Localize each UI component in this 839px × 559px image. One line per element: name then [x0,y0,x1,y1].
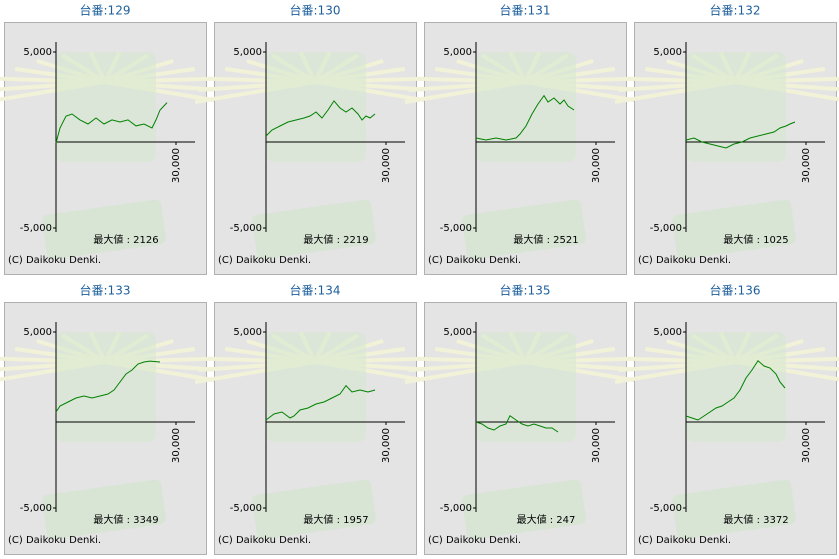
decor-box [686,52,786,162]
decor-tray [252,479,376,540]
x-tick-label: 30,000 [171,148,182,183]
chart-title: 台番:134 [290,283,341,298]
y-tick-label: -5,000 [650,223,682,234]
y-tick-label: 5,000 [233,327,262,338]
copyright: (C) Daikoku Denki. [428,255,521,266]
x-tick-label: 30,000 [591,428,602,463]
y-tick-label: 5,000 [443,47,472,58]
max-value-label: 最大値 : 2219 [303,233,368,246]
max-value-label: 最大値 : 1025 [723,233,788,246]
x-tick-label: 30,000 [801,428,812,463]
decor-box [686,332,786,442]
copyright: (C) Daikoku Denki. [218,535,311,546]
decor-tray [462,479,586,540]
x-tick-label: 30,000 [591,148,602,183]
x-tick-label: 30,000 [381,428,392,463]
decor-box [56,52,156,162]
copyright: (C) Daikoku Denki. [218,255,311,266]
y-tick-label: -5,000 [440,503,472,514]
y-tick-label: -5,000 [230,503,262,514]
data-line [685,121,796,149]
y-tick-label: -5,000 [20,223,52,234]
max-value-label: 最大値 : 3372 [723,513,788,526]
chart-title: 台番:131 [500,3,551,18]
y-tick-label: -5,000 [20,503,52,514]
y-tick-label: -5,000 [650,503,682,514]
copyright: (C) Daikoku Denki. [8,255,101,266]
data-line [475,94,575,141]
y-tick-label: -5,000 [230,223,262,234]
y-tick-label: 5,000 [653,47,682,58]
x-tick-label: 30,000 [171,428,182,463]
y-tick-label: -5,000 [440,223,472,234]
decor-box [266,332,366,442]
decor-tray [672,479,796,540]
copyright: (C) Daikoku Denki. [638,255,731,266]
data-line [55,102,168,144]
decor-box [476,52,576,162]
copyright: (C) Daikoku Denki. [428,535,521,546]
decor-tray [672,199,796,260]
y-tick-label: 5,000 [653,327,682,338]
decor-tray [42,199,166,260]
copyright: (C) Daikoku Denki. [8,535,101,546]
decor-box [266,52,366,162]
decor-tray [42,479,166,540]
decor-tray [252,199,376,260]
copyright: (C) Daikoku Denki. [638,535,731,546]
chart-title: 台番:135 [500,283,551,298]
data-line [475,414,559,433]
chart-title: 台番:130 [290,3,341,18]
data-line [685,359,786,421]
max-value-label: 最大値 : 2126 [93,233,158,246]
decor-box [56,332,156,442]
chart-title: 台番:136 [710,283,761,298]
decor-box [476,332,576,442]
chart-title: 台番:133 [80,283,131,298]
data-line [265,384,376,421]
chart-title: 台番:129 [80,3,131,18]
data-line [55,360,161,413]
y-tick-label: 5,000 [233,47,262,58]
data-line [265,100,376,137]
max-value-label: 最大値 : 247 [517,513,576,526]
chart-title: 台番:132 [710,3,761,18]
x-tick-label: 30,000 [381,148,392,183]
x-tick-label: 30,000 [801,148,812,183]
y-tick-label: 5,000 [23,327,52,338]
max-value-label: 最大値 : 3349 [93,513,158,526]
max-value-label: 最大値 : 1957 [303,513,368,526]
decor-tray [462,199,586,260]
y-tick-label: 5,000 [23,47,52,58]
max-value-label: 最大値 : 2521 [513,233,578,246]
y-tick-label: 5,000 [443,327,472,338]
